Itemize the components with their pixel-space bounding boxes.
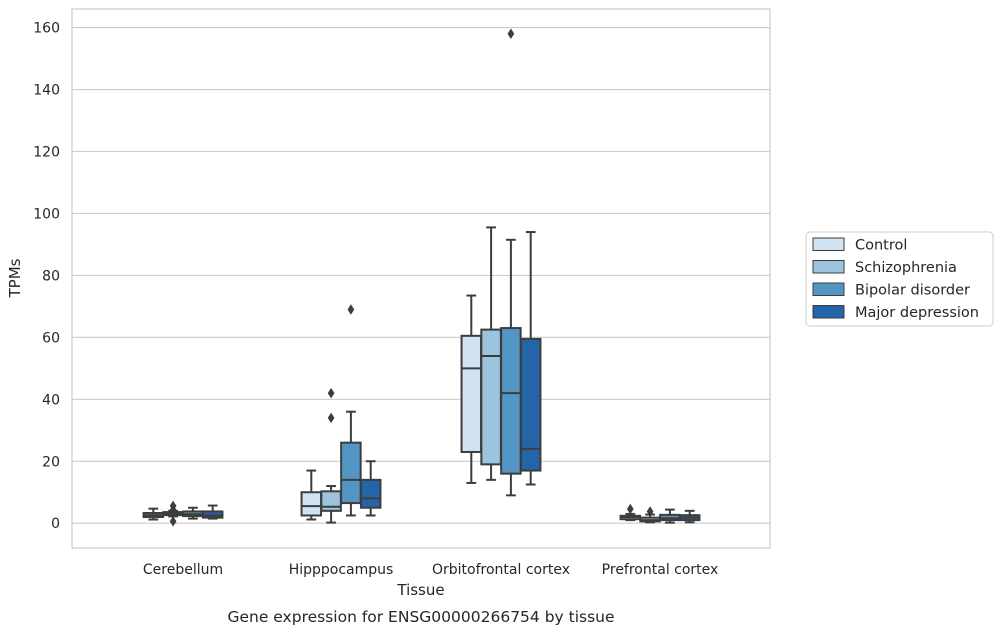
box-control-cerebellum bbox=[142, 507, 165, 521]
legend-item-major-depression: Major depression bbox=[812, 305, 979, 321]
x-tick-label-cerebellum: Cerebellum bbox=[143, 562, 223, 578]
legend-swatch bbox=[812, 282, 845, 296]
outlier-point bbox=[169, 504, 177, 516]
y-tick-labels: 0 20 40 60 80 100 120 140 160 bbox=[33, 21, 60, 533]
x-tick-label-prefrontal-cortex: Prefrontal cortex bbox=[602, 562, 719, 578]
box-body bbox=[300, 491, 323, 517]
box-bipolar-disorder-orbitofrontal-cortex bbox=[500, 28, 522, 497]
x-tick-label-hipppocampus: Hipppocampus bbox=[289, 562, 394, 578]
box-major-depression-hipppocampus bbox=[359, 460, 382, 517]
y-tick-label-60: 60 bbox=[42, 330, 60, 346]
box-major-depression-prefrontal-cortex bbox=[678, 509, 701, 524]
legend: Control Schizophrenia Bipolar disorder Majo… bbox=[805, 231, 994, 327]
legend-item-bipolar-disorder: Bipolar disorder bbox=[812, 282, 970, 299]
box-body bbox=[480, 328, 502, 466]
box-bipolar-disorder-prefrontal-cortex bbox=[659, 508, 681, 524]
outlier-point bbox=[169, 516, 177, 527]
y-axis-label: TPMs bbox=[6, 258, 24, 298]
legend-swatch bbox=[812, 237, 845, 251]
box-bipolar-disorder-cerebellum bbox=[182, 506, 204, 520]
legend-items: Control Schizophrenia Bipolar disorder Majo… bbox=[812, 237, 979, 321]
x-axis-label: Tissue bbox=[396, 581, 444, 599]
y-tick-label-140: 140 bbox=[33, 83, 60, 99]
y-tick-label-40: 40 bbox=[42, 392, 60, 408]
x-tick-labels: Cerebellum Hipppocampus Orbitofrontal cort… bbox=[143, 562, 718, 578]
legend-swatch bbox=[812, 305, 845, 319]
y-tick-label-20: 20 bbox=[42, 454, 60, 470]
y-tick-label-100: 100 bbox=[33, 206, 60, 222]
box-control-hipppocampus bbox=[300, 469, 323, 521]
box-schizophrenia-hipppocampus bbox=[320, 387, 342, 524]
legend-frame bbox=[805, 231, 994, 327]
outlier-point bbox=[347, 304, 355, 315]
x-tick-label-orbitofrontal-cortex: Orbitofrontal cortex bbox=[432, 562, 570, 578]
box-body bbox=[460, 334, 483, 453]
box-bipolar-disorder-hipppocampus bbox=[340, 304, 362, 517]
y-tick-label-80: 80 bbox=[42, 268, 60, 284]
outlier-point bbox=[626, 503, 634, 515]
y-tick-label-160: 160 bbox=[33, 21, 60, 37]
boxes bbox=[142, 28, 701, 527]
legend-swatch bbox=[812, 260, 845, 274]
box-control-prefrontal-cortex bbox=[619, 503, 642, 522]
grid-lines bbox=[72, 27, 770, 524]
outlier-point bbox=[507, 28, 515, 40]
box-schizophrenia-prefrontal-cortex bbox=[639, 506, 661, 524]
outlier-point bbox=[327, 387, 335, 399]
plot-area-frame bbox=[71, 8, 771, 549]
box-control-orbitofrontal-cortex bbox=[460, 294, 483, 484]
outlier-point bbox=[327, 412, 335, 424]
outlier-point bbox=[646, 506, 654, 517]
box-body bbox=[340, 441, 362, 505]
box-schizophrenia-cerebellum bbox=[162, 500, 184, 527]
legend-item-schizophrenia: Schizophrenia bbox=[812, 260, 957, 276]
legend-item-control: Control bbox=[812, 237, 907, 254]
box-body bbox=[320, 490, 342, 512]
box-major-depression-orbitofrontal-cortex bbox=[519, 231, 542, 486]
legend-label: Major depression bbox=[855, 305, 979, 321]
legend-label: Control bbox=[855, 238, 907, 254]
legend-label: Schizophrenia bbox=[855, 260, 957, 276]
legend-label: Bipolar disorder bbox=[855, 283, 970, 299]
box-schizophrenia-orbitofrontal-cortex bbox=[480, 226, 502, 481]
chart-caption: Gene expression for ENSG00000266754 by t… bbox=[227, 608, 614, 626]
y-tick-label-120: 120 bbox=[33, 144, 60, 160]
box-body bbox=[500, 327, 522, 475]
box-major-depression-cerebellum bbox=[201, 504, 224, 520]
box-body bbox=[359, 478, 382, 509]
box-body bbox=[519, 337, 542, 472]
y-tick-label-0: 0 bbox=[51, 516, 60, 532]
